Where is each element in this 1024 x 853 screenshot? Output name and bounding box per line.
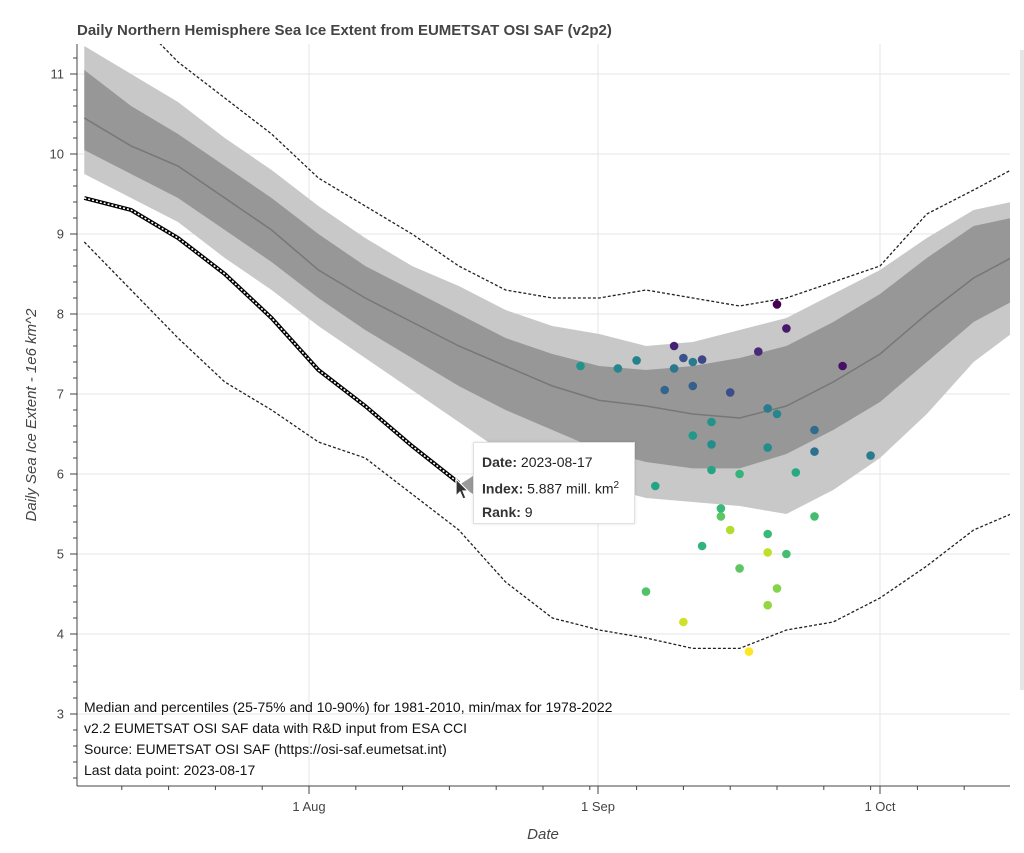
minimum-point[interactable] [669,341,679,351]
axes: 3 4 5 6 7 8 9 10 11 1 Aug 1 Sep 1 Oct [50,44,1010,814]
x-tick-label-1: 1 Sep [581,799,615,814]
minimum-point[interactable] [866,451,875,460]
current-year-line [83,196,461,485]
minimum-point[interactable] [679,353,688,363]
minimum-point[interactable] [791,468,801,477]
minimum-point[interactable] [810,512,819,521]
y-ticks: 3 4 5 6 7 8 9 10 11 [50,57,77,779]
toolbar-edge [1020,50,1024,690]
percentile-band-25-75 [84,70,1010,469]
seasonal-minima-points[interactable] [576,300,875,656]
note-line-4: Last data point: 2023-08-17 [84,762,255,778]
current-line-dash [84,197,460,484]
minimum-point[interactable] [641,587,651,596]
minimum-point[interactable] [772,300,782,309]
minimum-point[interactable] [744,647,754,656]
y-tick-label-4: 4 [57,627,64,642]
tooltip-index-row: Index: 5.887 mill. km2 [482,474,626,501]
x-tick-label-0: 1 Aug [292,799,325,814]
plot-area[interactable] [77,0,1011,786]
minimum-point[interactable] [838,361,847,371]
tooltip-rank-label: Rank: [482,503,521,520]
y-tick-label-8: 8 [57,307,64,322]
minimum-point[interactable] [763,529,772,539]
minimum-point[interactable] [725,525,735,535]
y-tick-label-10: 10 [50,147,64,162]
note-line-1: Median and percentiles (25-75% and 10-90… [84,699,613,715]
minimum-point[interactable] [725,388,735,397]
note-line-3: Source: EUMETSAT OSI SAF (https://osi-sa… [84,741,447,757]
minimum-point[interactable] [782,324,791,333]
note-line-2: v2.2 EUMETSAT OSI SAF data with R&D inpu… [84,720,467,736]
mouse-cursor-icon [455,478,470,500]
tooltip-rank-row: Rank: 9 [482,501,626,524]
minimum-point[interactable] [735,469,744,479]
max-line [159,44,1010,307]
tooltip-date-label: Date: [482,454,518,470]
min-line [83,241,1010,650]
y-axis-label: Daily Sea Ice Extent - 1e6 km^2 [23,308,40,522]
minimum-point[interactable] [632,356,641,365]
y-tick-label-6: 6 [57,467,64,482]
minimum-point[interactable] [810,425,819,435]
y-tick-label-9: 9 [57,227,64,242]
minimum-point[interactable] [707,417,716,427]
minimum-point[interactable] [707,440,716,449]
minimum-point[interactable] [707,465,716,475]
minimum-point[interactable] [810,447,819,456]
minimum-point[interactable] [613,364,623,373]
y-tick-label-7: 7 [57,387,64,402]
minimum-point[interactable] [688,431,698,440]
minimum-point[interactable] [688,357,698,367]
minimum-point[interactable] [763,548,772,557]
x-ticks: 1 Aug 1 Sep 1 Oct [121,786,965,814]
tooltip-date-row: Date: 2023-08-17 [482,451,626,474]
minimum-point[interactable] [716,512,726,521]
y-tick-label-11: 11 [51,67,65,82]
minimum-point[interactable] [651,481,660,491]
minimum-point[interactable] [697,355,707,364]
minimum-point[interactable] [660,385,669,395]
minimum-point[interactable] [688,381,698,391]
minimum-point[interactable] [772,409,782,419]
minimum-point[interactable] [716,504,726,513]
hover-tooltip: Date: 2023-08-17 Index: 5.887 mill. km2 … [473,442,635,524]
y-tick-label-5: 5 [57,547,64,562]
tooltip-date-value: 2023-08-17 [520,454,593,470]
x-axis-label: Date [527,826,559,843]
minimum-point[interactable] [576,361,585,371]
chart-notes: Median and percentiles (25-75% and 10-90… [84,699,613,778]
minimum-point[interactable] [697,541,707,551]
tooltip-rank-value: 9 [524,503,533,520]
tooltip-index-unit-sup: 2 [613,480,620,491]
chart-title: Daily Northern Hemisphere Sea Ice Extent… [77,22,612,39]
y-tick-label-3: 3 [57,707,64,722]
minimum-point[interactable] [669,364,679,373]
minimum-point[interactable] [763,443,772,452]
tooltip-index-label: Index: [482,480,524,497]
median-line [83,117,1010,419]
x-tick-label-2: 1 Oct [864,799,895,814]
tooltip-index-value: 5.887 mill. km [527,480,614,497]
minimum-point[interactable] [735,564,744,573]
minimum-point[interactable] [763,404,772,413]
minimum-point[interactable] [763,600,772,610]
minimum-point[interactable] [772,584,782,593]
minimum-point[interactable] [782,549,791,559]
minimum-point[interactable] [754,347,763,356]
minimum-point[interactable] [679,617,688,627]
